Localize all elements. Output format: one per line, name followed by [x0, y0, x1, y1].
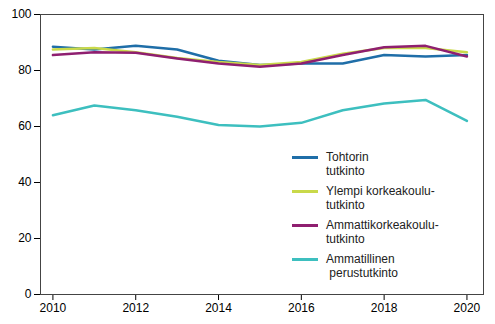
html-text:Ammattikorkeakoulu- tutkinto: Ammattikorkeakoulu- tutkinto: [326, 218, 439, 246]
html-text:Tohtorin tutkinto: Tohtorin tutkinto: [326, 150, 369, 178]
svg-text:40: 40: [18, 175, 32, 189]
svg-text:2014: 2014: [205, 301, 232, 315]
html-text:Ylempi korkeakoulu- tutkinto: Ylempi korkeakoulu- tutkinto: [326, 184, 435, 212]
svg-text:100: 100: [11, 7, 31, 21]
svg-text:2018: 2018: [371, 301, 398, 315]
svg-text:2020: 2020: [454, 301, 481, 315]
svg-text:2012: 2012: [122, 301, 149, 315]
svg-text:2016: 2016: [288, 301, 315, 315]
svg-text:80: 80: [18, 63, 32, 77]
svg-text:2010: 2010: [40, 301, 67, 315]
svg-text:60: 60: [18, 119, 32, 133]
html-text:Ammatillinen perustutkinto: Ammatillinen perustutkinto: [326, 252, 398, 280]
svg-text:20: 20: [18, 231, 32, 245]
svg-text:0: 0: [25, 287, 32, 301]
